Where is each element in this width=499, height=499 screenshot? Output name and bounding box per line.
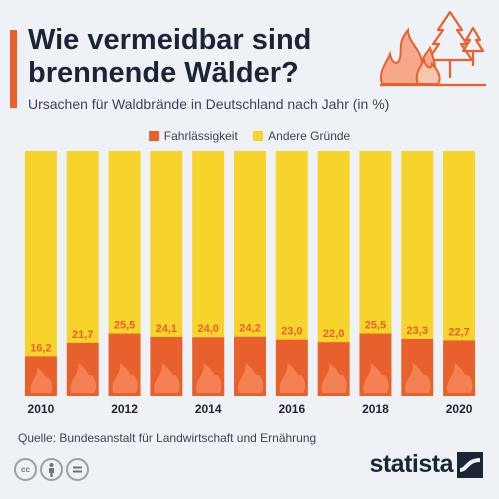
bar-other-2018	[359, 151, 392, 334]
chart-legend: Fahrlässigkeit Andere Gründe	[0, 129, 499, 143]
pine-tree-icon	[426, 10, 485, 78]
bar-other-2014	[192, 151, 225, 338]
flame-icon	[321, 363, 347, 393]
license-icons: cc	[14, 458, 92, 481]
cc-icon[interactable]: cc	[14, 458, 37, 481]
x-tick-label-2014: 2014	[195, 402, 222, 416]
attribution-icon[interactable]	[40, 458, 63, 481]
brand-name: statista	[369, 450, 453, 478]
legend-label-negligence: Fahrlässigkeit	[163, 129, 238, 143]
flame-icon	[196, 363, 222, 393]
data-label-2014: 24,0	[197, 323, 218, 335]
flame-icon	[237, 363, 264, 393]
statista-mark-icon	[457, 451, 483, 478]
data-label-2020: 22,7	[448, 326, 469, 338]
bar-other-2013	[150, 151, 183, 337]
data-label-2012: 25,5	[114, 320, 135, 332]
statista-logo[interactable]: statista	[369, 450, 483, 482]
bar-other-2010	[24, 151, 57, 357]
data-label-2018: 25,5	[365, 320, 386, 332]
flame-icon	[405, 363, 431, 393]
no-derivatives-icon[interactable]	[66, 458, 89, 481]
bar-other-2012	[108, 151, 141, 334]
data-label-2011: 21,7	[72, 329, 93, 341]
data-label-2010: 16,2	[30, 342, 51, 354]
bar-other-2020	[443, 151, 476, 341]
chart-title: Wie vermeidbar sind brennende Wälder?	[28, 24, 312, 89]
flame-icon	[279, 363, 306, 393]
flame-icon	[363, 363, 389, 393]
bar-other-2019	[401, 151, 434, 339]
legend-swatch-other	[253, 131, 264, 141]
data-label-2019: 23,3	[407, 325, 428, 337]
data-label-2016: 23,0	[281, 326, 302, 338]
legend-swatch-negligence	[148, 131, 159, 141]
data-label-2015: 24,2	[239, 323, 260, 335]
flame-icon	[112, 363, 138, 393]
flame-icon	[30, 367, 53, 393]
data-label-2013: 24,1	[156, 323, 177, 335]
forest-fire-illustration	[380, 10, 486, 87]
flame-icon	[70, 363, 96, 393]
x-tick-label-2010: 2010	[28, 402, 55, 416]
chart-subtitle: Ursachen für Waldbrände in Deutschland n…	[28, 96, 390, 112]
bar-other-2017	[317, 151, 350, 343]
x-tick-label-2020: 2020	[446, 402, 473, 416]
bar-other-2011	[66, 151, 99, 343]
flame-icon	[447, 363, 473, 393]
flame-icon	[154, 363, 180, 393]
bar-other-2016	[275, 151, 308, 340]
legend-item-negligence: Fahrlässigkeit	[148, 129, 238, 143]
data-label-2017: 22,0	[323, 328, 344, 340]
title-accent-bar	[10, 30, 17, 108]
bar-other-2015	[234, 151, 266, 337]
x-tick-label-2012: 2012	[111, 402, 138, 416]
x-tick-label-2016: 2016	[278, 402, 305, 416]
x-tick-label-2018: 2018	[362, 402, 389, 416]
flame-icon	[380, 27, 441, 85]
legend-label-other: Andere Gründe	[268, 129, 351, 143]
source-note: Quelle: Bundesanstalt für Landwirtschaft…	[18, 431, 317, 445]
legend-item-other: Andere Gründe	[253, 129, 350, 143]
